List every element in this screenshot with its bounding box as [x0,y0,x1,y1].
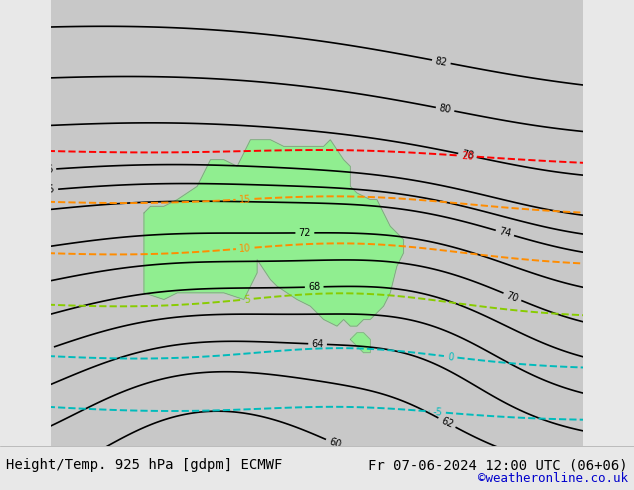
Text: Height/Temp. 925 hPa [gdpm] ECMWF: Height/Temp. 925 hPa [gdpm] ECMWF [6,458,283,472]
Text: 76: 76 [41,164,53,175]
Text: -5: -5 [432,407,443,417]
Text: 15: 15 [238,194,252,205]
Text: 78: 78 [460,149,474,161]
Text: 10: 10 [239,243,252,254]
Text: 80: 80 [438,103,452,115]
Text: 64: 64 [311,339,324,349]
Text: 0: 0 [447,351,454,362]
Text: 60: 60 [327,437,342,450]
Text: Fr 07-06-2024 12:00 UTC (06+06): Fr 07-06-2024 12:00 UTC (06+06) [368,458,628,472]
Text: 68: 68 [308,282,320,292]
Text: 5: 5 [243,294,250,305]
Text: 66: 66 [37,343,52,357]
Text: 72: 72 [299,228,311,238]
Text: 70: 70 [505,290,520,303]
Text: 75: 75 [42,185,55,196]
Text: 82: 82 [434,56,448,68]
Text: ©weatheronline.co.uk: ©weatheronline.co.uk [477,472,628,485]
Text: 20: 20 [461,151,474,161]
Polygon shape [350,333,370,353]
Text: 74: 74 [498,227,512,239]
Polygon shape [144,140,403,326]
Text: 62: 62 [439,416,455,430]
